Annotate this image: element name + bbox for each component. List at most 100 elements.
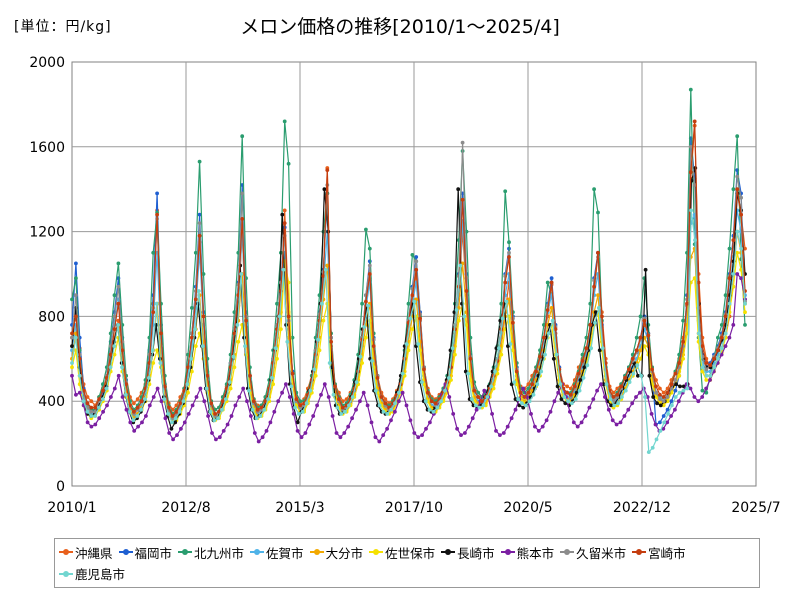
data-point: [210, 431, 214, 435]
data-point: [70, 373, 74, 378]
data-point: [243, 344, 247, 348]
data-point: [289, 384, 294, 389]
data-point: [720, 346, 724, 351]
data-point: [599, 382, 603, 387]
data-point: [731, 272, 736, 276]
data-point: [700, 388, 705, 393]
data-point: [151, 250, 156, 255]
data-point: [473, 403, 478, 408]
data-point: [688, 87, 693, 92]
data-point: [325, 168, 330, 173]
data-point: [201, 272, 206, 276]
data-point: [435, 405, 440, 410]
data-point: [346, 424, 351, 429]
data-point: [169, 426, 174, 431]
data-point: [297, 412, 301, 416]
data-point: [531, 392, 536, 397]
data-point: [193, 297, 198, 302]
data-point: [239, 272, 244, 276]
data-point: [178, 401, 183, 406]
data-point: [275, 301, 279, 306]
data-point: [704, 367, 709, 372]
data-point: [578, 378, 583, 382]
data-point: [481, 403, 486, 408]
data-point: [642, 344, 647, 348]
data-point: [132, 429, 137, 433]
data-point: [470, 416, 475, 421]
data-point: [89, 399, 94, 404]
data-point: [287, 395, 292, 399]
x-tick-label: 2022/12: [613, 500, 671, 516]
x-tick-label: 2017/10: [385, 500, 443, 516]
data-point: [665, 407, 670, 412]
data-point: [343, 409, 347, 414]
data-point: [593, 310, 598, 315]
data-point: [335, 405, 340, 410]
data-point: [677, 373, 682, 378]
data-point: [527, 399, 532, 404]
data-point: [410, 253, 415, 257]
data-point: [506, 344, 510, 348]
data-point: [132, 409, 136, 414]
data-point: [549, 280, 554, 285]
data-point: [454, 308, 459, 312]
data-point: [383, 401, 388, 406]
data-point: [414, 255, 419, 259]
data-point: [516, 397, 520, 401]
data-point: [108, 365, 113, 370]
data-point: [581, 376, 586, 380]
data-point: [383, 397, 388, 401]
data-point: [612, 403, 617, 408]
data-point: [719, 352, 724, 357]
data-point: [197, 289, 201, 293]
data-point: [543, 352, 547, 357]
data-point: [108, 352, 113, 357]
data-point: [503, 189, 508, 194]
data-point: [197, 212, 202, 217]
data-point: [456, 187, 461, 192]
data-point: [358, 399, 362, 404]
data-point: [241, 386, 246, 391]
data-point: [93, 422, 98, 427]
data-point: [708, 363, 713, 368]
data-point: [497, 346, 501, 351]
data-point: [511, 348, 515, 353]
data-point: [577, 388, 582, 393]
legend-label: 大分市: [325, 545, 364, 561]
data-point: [596, 306, 601, 310]
data-point: [731, 238, 736, 243]
data-point: [661, 390, 666, 395]
data-point: [120, 348, 125, 353]
data-point: [101, 409, 105, 414]
data-point: [654, 437, 659, 442]
data-point: [331, 392, 336, 397]
data-point: [654, 390, 658, 395]
data-point: [128, 420, 133, 425]
data-point: [410, 293, 415, 298]
data-point: [249, 414, 253, 418]
data-point: [615, 392, 620, 397]
data-point: [385, 412, 390, 416]
data-point: [315, 403, 319, 408]
data-point: [320, 301, 324, 306]
legend-item: 鹿児島市: [59, 563, 125, 584]
data-point: [619, 384, 624, 389]
data-point: [658, 429, 663, 433]
data-point: [70, 344, 74, 348]
x-tick-label: 2025/7: [731, 500, 780, 516]
data-point: [553, 327, 558, 331]
data-point: [489, 384, 494, 389]
data-point: [70, 365, 74, 370]
data-point: [147, 376, 151, 380]
data-point: [393, 409, 397, 414]
data-point: [743, 310, 747, 315]
data-point: [630, 401, 635, 406]
legend-label: 熊本市: [516, 545, 555, 561]
data-point: [260, 435, 265, 440]
data-point: [182, 420, 187, 425]
data-point: [616, 401, 620, 406]
data-point: [604, 382, 609, 387]
data-point: [611, 395, 616, 399]
data-point: [416, 342, 420, 346]
